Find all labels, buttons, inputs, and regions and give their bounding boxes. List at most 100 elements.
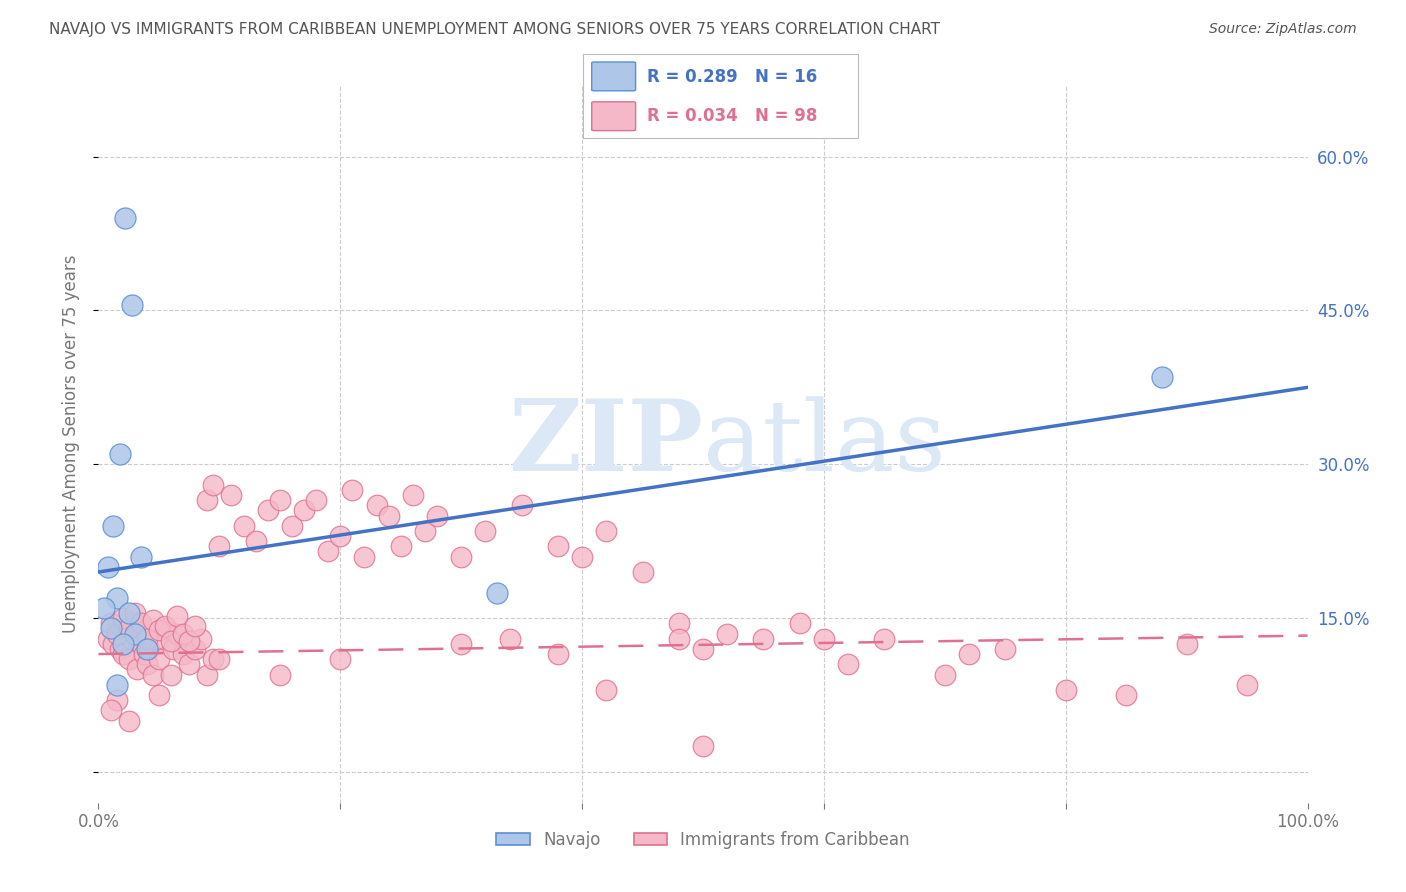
Point <box>692 642 714 657</box>
Point <box>377 508 399 523</box>
FancyBboxPatch shape <box>592 102 636 130</box>
Point <box>474 524 496 538</box>
Point <box>366 498 388 512</box>
Point <box>402 488 425 502</box>
Point <box>142 613 165 627</box>
Point <box>111 647 134 661</box>
Point <box>837 657 859 672</box>
Point <box>498 632 520 646</box>
Point <box>160 633 183 648</box>
Point <box>1236 678 1258 692</box>
Point <box>138 642 160 657</box>
Point <box>148 624 170 638</box>
Point <box>716 626 738 640</box>
Point <box>114 211 136 226</box>
Point <box>571 549 593 564</box>
Point <box>129 616 152 631</box>
Text: R = 0.034   N = 98: R = 0.034 N = 98 <box>647 107 817 125</box>
Point <box>281 519 304 533</box>
Point <box>179 633 201 648</box>
Point <box>101 519 124 533</box>
Point <box>510 498 533 512</box>
Point <box>127 662 149 677</box>
Point <box>121 298 143 312</box>
Text: ZIP: ZIP <box>508 395 703 492</box>
Point <box>813 632 835 646</box>
Point <box>108 447 131 461</box>
Point <box>118 714 141 728</box>
Point <box>450 549 472 564</box>
Point <box>145 632 167 646</box>
Point <box>668 632 690 646</box>
Point <box>148 688 170 702</box>
Point <box>121 632 143 646</box>
Point <box>172 647 194 661</box>
Point <box>124 616 146 631</box>
Point <box>166 626 188 640</box>
Point <box>134 647 156 661</box>
Point <box>232 519 254 533</box>
Point <box>486 585 509 599</box>
Point <box>118 606 141 620</box>
Point <box>269 667 291 681</box>
Point <box>245 534 267 549</box>
Point <box>100 616 122 631</box>
Point <box>202 652 225 666</box>
Legend: Navajo, Immigrants from Caribbean: Navajo, Immigrants from Caribbean <box>489 824 917 855</box>
Point <box>789 616 811 631</box>
Point <box>994 642 1017 657</box>
Y-axis label: Unemployment Among Seniors over 75 years: Unemployment Among Seniors over 75 years <box>62 254 80 633</box>
Point <box>353 549 375 564</box>
Point <box>97 632 120 646</box>
Point <box>668 616 690 631</box>
Point <box>316 544 339 558</box>
Point <box>208 652 231 666</box>
Point <box>118 622 141 636</box>
Point <box>135 642 157 657</box>
Point <box>129 637 152 651</box>
Point <box>413 524 436 538</box>
Point <box>179 657 201 672</box>
Point <box>105 591 128 605</box>
Point <box>105 693 128 707</box>
Point <box>292 503 315 517</box>
Point <box>873 632 896 646</box>
Point <box>135 657 157 672</box>
Point <box>153 622 176 636</box>
Point <box>329 652 352 666</box>
Point <box>172 626 194 640</box>
Point <box>595 524 617 538</box>
Text: NAVAJO VS IMMIGRANTS FROM CARIBBEAN UNEMPLOYMENT AMONG SENIORS OVER 75 YEARS COR: NAVAJO VS IMMIGRANTS FROM CARIBBEAN UNEM… <box>49 22 941 37</box>
Point <box>105 626 128 640</box>
Point <box>692 739 714 754</box>
Point <box>342 483 364 497</box>
Point <box>934 667 956 681</box>
Point <box>184 642 207 657</box>
Point <box>256 503 278 517</box>
Point <box>269 493 291 508</box>
Text: R = 0.289   N = 16: R = 0.289 N = 16 <box>647 68 817 86</box>
Point <box>118 652 141 666</box>
Point <box>105 678 128 692</box>
Point <box>100 622 122 636</box>
Point <box>631 565 654 579</box>
Point <box>547 647 569 661</box>
Point <box>153 619 176 633</box>
Point <box>1175 637 1198 651</box>
Point <box>135 632 157 646</box>
Point <box>208 539 231 553</box>
Point <box>1054 683 1077 698</box>
Point <box>93 601 115 615</box>
Point <box>547 539 569 553</box>
Point <box>142 667 165 681</box>
Point <box>101 637 124 651</box>
Point <box>595 683 617 698</box>
Point <box>190 632 212 646</box>
Text: atlas: atlas <box>703 396 946 491</box>
Point <box>221 488 243 502</box>
Point <box>1152 370 1174 384</box>
Point <box>184 619 207 633</box>
Point <box>752 632 775 646</box>
Point <box>1115 688 1137 702</box>
Point <box>195 667 218 681</box>
